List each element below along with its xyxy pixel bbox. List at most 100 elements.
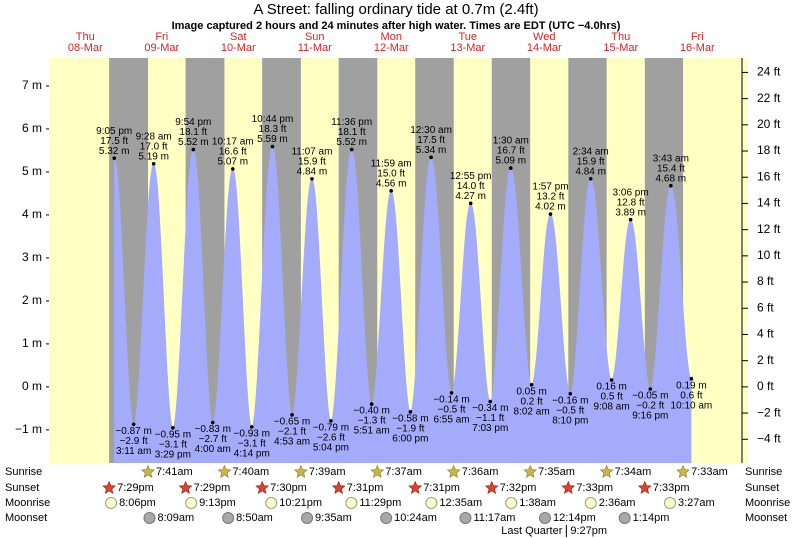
y-tick-label: 2 m bbox=[22, 293, 42, 307]
tide-point bbox=[389, 189, 393, 193]
tide-label: 14.0 ft bbox=[457, 181, 485, 192]
day-date: 12-Mar bbox=[374, 42, 409, 54]
tide-label: 9:08 am bbox=[594, 402, 630, 413]
moonrise-icon bbox=[345, 497, 358, 509]
row-label: Moonrise bbox=[5, 497, 50, 509]
moonrise-time: 11:29pm bbox=[359, 497, 401, 509]
sunset-icon bbox=[102, 480, 117, 494]
sunrise-icon bbox=[676, 464, 690, 478]
y-tick-label: 7 m bbox=[22, 78, 42, 92]
moonset-time: 11:17am bbox=[473, 512, 515, 524]
moonrise-time: 10:21pm bbox=[279, 497, 322, 509]
tide-point bbox=[628, 217, 633, 222]
tide-label: 10:44 pm bbox=[252, 114, 294, 125]
row-label-right: Sunset bbox=[745, 482, 779, 494]
tide-point bbox=[609, 378, 614, 382]
y2-tick-label: 10 ft bbox=[757, 248, 781, 262]
tide-label: −1.9 ft bbox=[396, 423, 424, 434]
tide-point bbox=[449, 391, 454, 395]
tide-point bbox=[548, 212, 553, 216]
moon-phase-name: Last Quarter bbox=[501, 525, 562, 537]
row-label-right: Moonset bbox=[745, 512, 787, 524]
tide-label: 5.19 m bbox=[138, 151, 169, 162]
sunrise-time: 7:37am bbox=[385, 466, 422, 478]
tide-label: 8:02 am bbox=[514, 406, 550, 417]
tide-label: 11:36 pm bbox=[331, 117, 372, 128]
sunrise-time: 7:36am bbox=[462, 466, 499, 478]
sunrise-time: 7:39am bbox=[309, 466, 346, 478]
y2-tick-label: 14 ft bbox=[757, 196, 781, 210]
tide-point bbox=[290, 413, 294, 417]
sunset-time: 7:29pm bbox=[194, 482, 231, 494]
tide-label: −2.6 ft bbox=[317, 433, 345, 444]
tide-label: 5:04 pm bbox=[313, 443, 349, 454]
tide-label: 4.84 m bbox=[575, 166, 606, 177]
sunset-time: 7:33pm bbox=[653, 482, 690, 494]
tide-point bbox=[230, 167, 235, 171]
day-weekday: Sat bbox=[230, 31, 247, 43]
tide-label: −0.16 m bbox=[552, 395, 588, 406]
tide-label: 0.16 m bbox=[596, 382, 627, 393]
sunset-time: 7:33pm bbox=[576, 482, 613, 494]
moonset-icon bbox=[459, 512, 472, 524]
tide-label: 4:00 am bbox=[195, 444, 231, 455]
tide-point bbox=[648, 387, 653, 391]
day-weekday: Thu bbox=[611, 31, 630, 43]
sunset-icon bbox=[255, 480, 270, 494]
moonrise-time: 3:27am bbox=[678, 497, 715, 509]
tide-point bbox=[689, 376, 694, 381]
sunrise-time: 7:40am bbox=[232, 466, 269, 478]
moonset-icon bbox=[380, 512, 393, 524]
tide-label: 1:57 pm bbox=[532, 182, 568, 193]
tide-label: −2.1 ft bbox=[278, 426, 306, 437]
tide-label: 0.5 ft bbox=[600, 392, 622, 403]
y2-tick-label: −4 ft bbox=[757, 431, 781, 445]
y2-tick-label: 24 ft bbox=[757, 65, 781, 79]
tide-point bbox=[669, 183, 673, 188]
tide-label: 17.5 ft bbox=[100, 136, 128, 147]
day-weekday: Sun bbox=[305, 31, 325, 43]
tide-point bbox=[488, 399, 493, 404]
y-tick-label: 6 m bbox=[22, 121, 42, 135]
tide-label: 9:05 pm bbox=[96, 126, 132, 137]
tide-label: 3:11 am bbox=[116, 446, 151, 457]
sunrise-time: 7:41am bbox=[156, 466, 193, 478]
tide-label: 4.68 m bbox=[656, 173, 687, 184]
moonrise-time: 1:38am bbox=[519, 497, 556, 509]
tide-label: −0.05 m bbox=[632, 391, 668, 402]
tide-label: 4:14 pm bbox=[234, 449, 270, 460]
tide-label: 7:03 pm bbox=[472, 423, 508, 434]
tide-label: 11:07 am bbox=[291, 146, 332, 157]
tide-label: −0.87 m bbox=[115, 426, 151, 437]
sunset-icon bbox=[408, 480, 423, 494]
tide-point bbox=[249, 425, 254, 429]
row-label: Sunset bbox=[5, 482, 39, 494]
y-tick-label: 3 m bbox=[22, 250, 42, 264]
tide-label: −0.58 m bbox=[392, 413, 428, 424]
tide-label: 11:59 am bbox=[371, 158, 412, 169]
tide-label: 10:10 am bbox=[671, 400, 713, 411]
tide-label: 9:16 pm bbox=[632, 411, 668, 422]
tide-point bbox=[349, 147, 354, 152]
tide-point bbox=[151, 161, 156, 166]
tide-point bbox=[270, 144, 275, 149]
tide-label: 16.6 ft bbox=[219, 147, 247, 158]
y2-tick-label: 8 ft bbox=[757, 274, 774, 288]
sunset-time: 7:31pm bbox=[347, 482, 384, 494]
moonset-icon bbox=[618, 512, 631, 524]
sunset-icon bbox=[178, 480, 193, 494]
tide-label: −0.5 ft bbox=[556, 405, 584, 416]
tide-label: 12:30 am bbox=[410, 125, 452, 136]
tide-label: 5.34 m bbox=[416, 145, 447, 156]
y2-tick-label: 6 ft bbox=[757, 300, 774, 314]
sunset-time: 7:31pm bbox=[423, 482, 460, 494]
tide-label: 17.5 ft bbox=[417, 135, 445, 146]
sunrise-icon bbox=[293, 464, 308, 478]
moonset-time: 8:50am bbox=[236, 512, 273, 524]
y-tick-label: −1 m bbox=[15, 422, 42, 436]
tide-label: 16.7 ft bbox=[497, 146, 525, 157]
tide-label: −0.34 m bbox=[472, 403, 508, 414]
row-label-right: Sunrise bbox=[745, 466, 782, 478]
tide-line bbox=[113, 146, 692, 429]
